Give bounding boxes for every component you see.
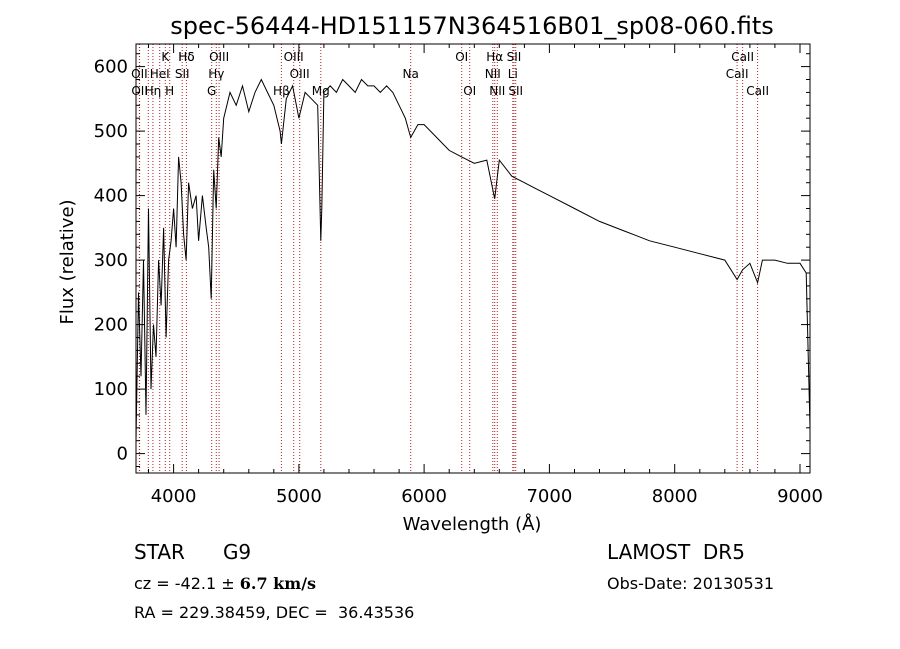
ra-dec: RA = 229.38459, DEC = 36.43536 (134, 603, 415, 622)
line-label: NII (489, 84, 505, 98)
line-markers (138, 44, 759, 473)
line-label: Na (403, 67, 419, 81)
spectrum-line (135, 78, 811, 441)
line-label: H (165, 84, 174, 98)
y-tick-label: 100 (94, 379, 128, 400)
line-label: OIII (209, 50, 229, 64)
x-axis-ticks: 4000 5000 6000 7000 8000 9000 (148, 44, 823, 507)
line-label: Hη (145, 84, 162, 98)
line-label: Li (508, 67, 518, 81)
line-label: Hγ (208, 67, 224, 81)
y-tick-label: 0 (117, 444, 128, 465)
y-axis-label: Flux (relative) (57, 199, 78, 324)
line-label: CaII (726, 67, 749, 81)
x-tick-label: 4000 (151, 486, 197, 507)
line-label: SII (175, 67, 190, 81)
line-label: SII (507, 50, 522, 64)
plot-frame (135, 43, 811, 474)
line-label: SII (508, 84, 523, 98)
y-tick-label: 200 (94, 315, 128, 336)
cz-label: cz = (134, 574, 175, 593)
y-tick-label: 400 (94, 186, 128, 207)
chart-title: spec-56444-HD151157N364516B01_sp08-060.f… (170, 12, 774, 40)
line-label: Hβ (273, 84, 290, 98)
y-axis-ticks: 0 100 200 300 400 500 600 (94, 53, 810, 467)
line-label: Hδ (178, 50, 194, 64)
line-label: OII (131, 67, 148, 81)
obs-date: Obs-Date: 20130531 (607, 574, 775, 593)
line-label: K (161, 50, 170, 64)
x-tick-label: 9000 (777, 486, 823, 507)
x-axis-label: Wavelength (Å) (403, 513, 542, 535)
y-tick-label: 300 (94, 250, 128, 271)
line-label: NII (485, 67, 501, 81)
line-label: OIII (284, 50, 304, 64)
cz-value: -42.1 (174, 574, 217, 593)
redshift-line: cz = -42.1 ± 6.7 km/s (134, 574, 316, 593)
cz-pm: ± (216, 574, 240, 593)
x-tick-label: 7000 (526, 486, 572, 507)
class-label: STAR (134, 540, 185, 564)
line-label: HeI (150, 67, 170, 81)
line-label: CaII (731, 50, 754, 64)
line-label: Mg (312, 84, 330, 98)
line-label: OIII (290, 67, 310, 81)
y-tick-label: 600 (94, 57, 128, 78)
line-label: CaII (746, 84, 769, 98)
line-label: OI (463, 84, 476, 98)
y-tick-label: 500 (94, 121, 128, 142)
subclass-label: G9 (222, 540, 252, 564)
x-tick-label: 6000 (401, 486, 447, 507)
x-tick-label: 8000 (652, 486, 698, 507)
line-label: G (207, 84, 216, 98)
line-label: Hα (486, 50, 503, 64)
line-label: Hδ (178, 50, 194, 64)
object-class: STAR G9 (134, 540, 251, 564)
cz-error: 6.7 km/s (239, 574, 317, 593)
x-tick-label: 5000 (276, 486, 322, 507)
line-label: OII (131, 84, 148, 98)
line-label: OI (455, 50, 468, 64)
survey-label: LAMOST DR5 (607, 540, 745, 564)
